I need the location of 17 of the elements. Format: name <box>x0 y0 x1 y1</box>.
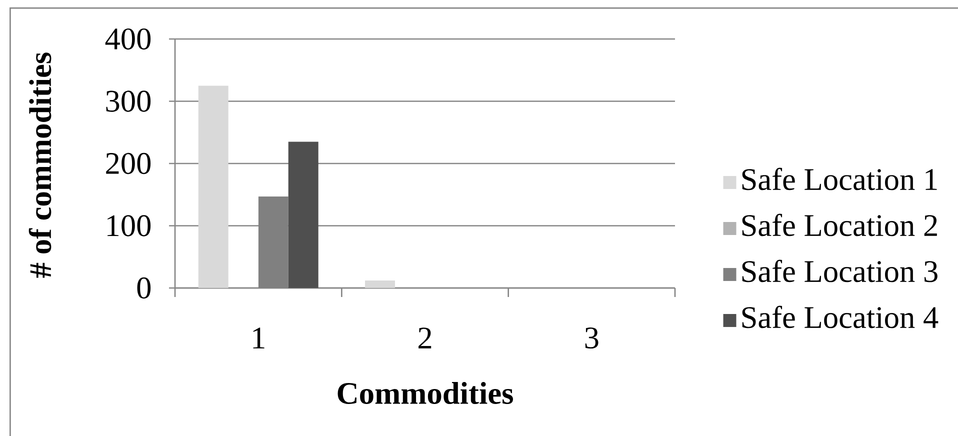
bar <box>198 86 228 288</box>
y-tick-label: 100 <box>108 215 151 236</box>
x-tick-label: 1 <box>253 328 264 348</box>
legend-label: Safe Location 3 <box>742 260 938 282</box>
x-tick-label: 2 <box>418 328 432 348</box>
x-tick-label: 3 <box>585 327 598 349</box>
y-tick-label: 400 <box>105 28 151 50</box>
y-tick-label: 300 <box>106 90 151 112</box>
x-axis-title: Commodities <box>338 382 513 404</box>
y-tick-label: 200 <box>106 152 151 174</box>
y-tick-label: 0 <box>137 277 151 299</box>
bar <box>365 280 395 288</box>
bar <box>288 142 318 288</box>
legend-label: Safe Location 2 <box>742 214 937 236</box>
legend-label: Safe Location 4 <box>742 306 938 328</box>
legend-label: Safe Location 1 <box>742 168 937 190</box>
y-axis-title: # of commodities <box>28 52 52 278</box>
